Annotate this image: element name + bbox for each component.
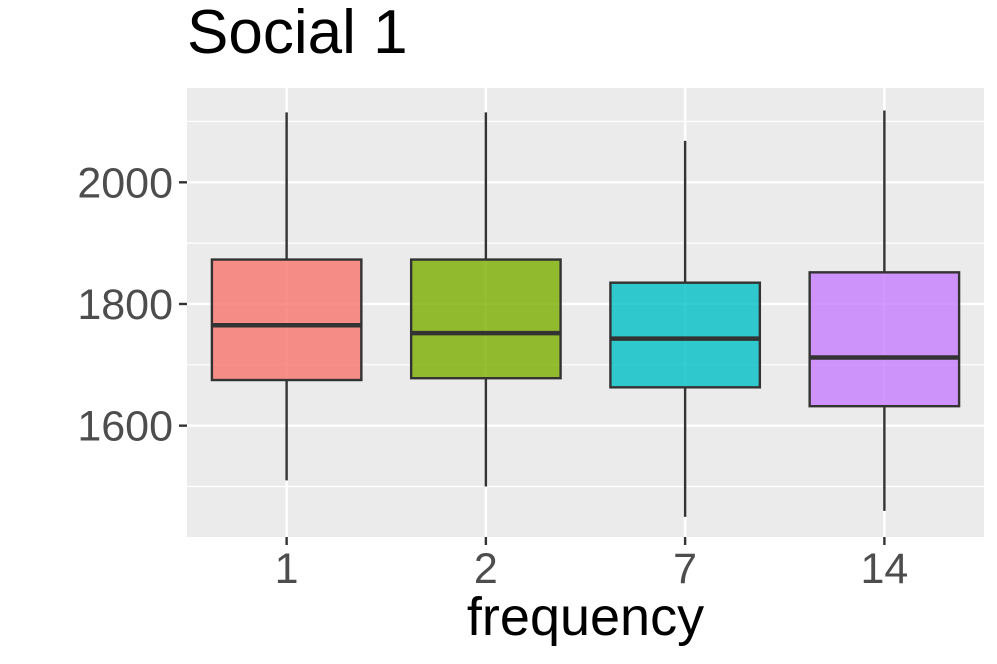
box-1 — [210, 112, 363, 481]
iqr-box — [210, 258, 363, 382]
box-2 — [409, 112, 562, 487]
x-tick-label: 14 — [860, 545, 908, 593]
chart-title: Social 1 — [187, 0, 408, 67]
iqr-box — [808, 271, 961, 408]
y-tick-label: 2000 — [77, 159, 173, 207]
x-tick-label: 1 — [275, 545, 299, 593]
box-14 — [808, 110, 961, 511]
x-axis-title: frequency — [466, 587, 705, 647]
x-tick-label: 7 — [673, 545, 697, 593]
y-tick-label: 1600 — [77, 403, 173, 451]
iqr-box — [609, 281, 762, 389]
axes: 1600 1800 2000 1 2 7 14 — [77, 159, 908, 593]
box-7 — [609, 140, 762, 517]
box-series — [210, 110, 961, 517]
y-tick-label: 1800 — [77, 281, 173, 329]
iqr-box — [409, 258, 562, 380]
x-tick-label: 2 — [474, 545, 498, 593]
